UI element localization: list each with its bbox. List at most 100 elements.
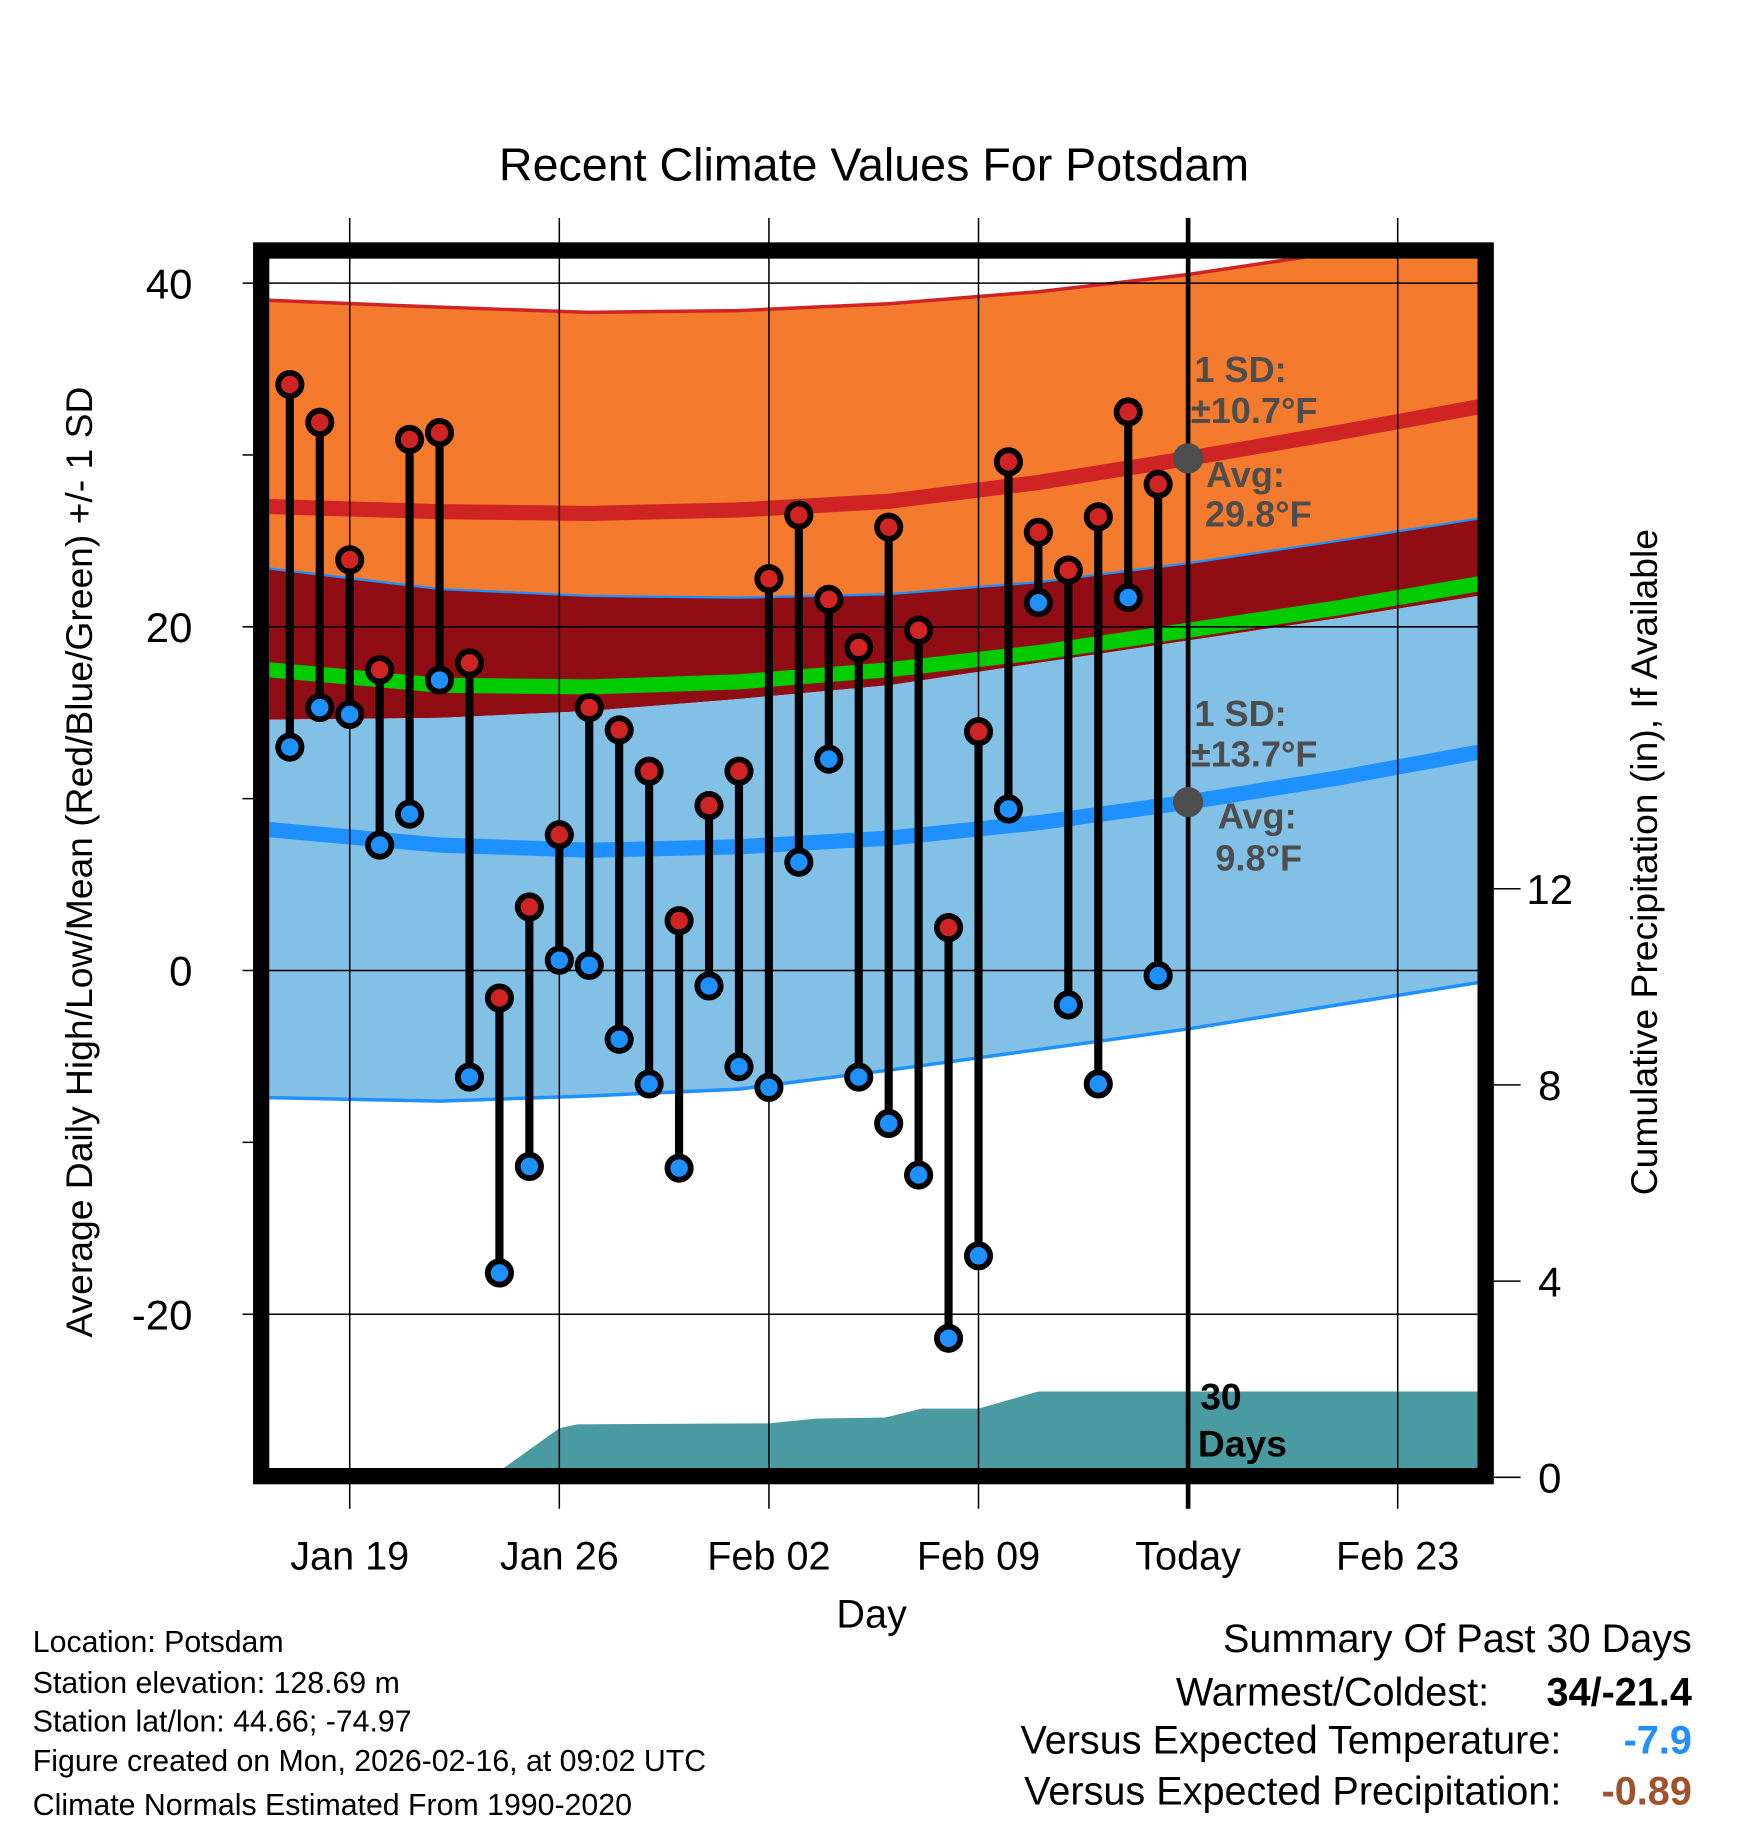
precip-days-label2: Days [1198,1422,1287,1464]
low-temp-point [1023,588,1053,618]
high-temp-point [1143,469,1173,499]
low-temp-point [844,1062,874,1092]
precip-departure-value: -0.89 [1602,1770,1692,1814]
high-temp-point [454,648,485,678]
temp-departure-value: -7.9 [1624,1718,1692,1762]
low-avg-value: 9.8°F [1215,837,1302,878]
high-temp-point [754,564,784,594]
high-temp-point [544,820,574,850]
low-avg-label: Avg: [1218,795,1297,836]
footer-normals: Climate Normals Estimated From 1990-2020 [33,1789,632,1822]
low-temp-point [694,971,724,1001]
low-temp-point [335,699,365,730]
low-temp-point [1053,990,1083,1020]
high-avg-today-marker [1172,443,1204,474]
warmest-coldest-value: 34/-21.4 [1547,1671,1692,1715]
low-temp-point [395,799,425,829]
high-temp-point [1113,397,1143,427]
low-temp-point [874,1108,904,1139]
y2-tick-label: 8 [1538,1062,1561,1109]
high-temp-point [694,790,724,821]
y2-tick-label: 12 [1526,866,1573,913]
high-temp-point [335,545,365,575]
low-sd-band [269,596,1478,1102]
annotations: 1 SD: ±10.7°F Avg: 29.8°F 1 SD: ±13.7°F … [1191,349,1318,1464]
high-temp-point [514,892,544,922]
y-tick-label: 0 [169,948,192,995]
plot-frame [253,242,1494,1485]
low-temp-point [1083,1069,1113,1099]
low-temp-point [454,1062,485,1092]
high-temp-point [1023,517,1053,547]
high-avg-label: Avg: [1206,454,1285,495]
footer-elevation: Station elevation: 128.69 m [33,1667,400,1700]
high-temp-point [934,912,964,943]
x-tick-label: Jan 19 [290,1534,409,1578]
footer-latlon: Station lat/lon: 44.66; -74.97 [33,1705,412,1738]
y-axis-label: Average Daily High/Low/Mean (Red/Blue/Gr… [58,387,100,1338]
precip-days-label: 30 [1200,1376,1241,1418]
low-temp-point [664,1153,694,1183]
high-temp-point [275,369,305,400]
low-temp-point [724,1052,754,1082]
low-temp-point [275,732,305,762]
low-temp-point [305,693,335,723]
low-temp-point [784,847,814,877]
high-temp-point [305,407,335,437]
low-temp-point [993,794,1024,824]
high-temp-point [1083,502,1113,532]
y2-axis-label: Cumulative Precipitation (in), If Availa… [1623,529,1665,1195]
summary-title: Summary Of Past 30 Days [1223,1617,1692,1661]
low-temp-point [484,1258,514,1288]
low-temp-point [514,1151,544,1181]
low-temp-point [814,744,844,774]
warmest-coldest-label: Warmest/Coldest: [1176,1671,1489,1715]
low-temp-point [634,1069,664,1099]
high-temp-point [484,983,514,1013]
y-tick-label: 40 [146,260,193,307]
low-temp-point [754,1072,784,1102]
high-temp-point [904,615,934,645]
low-temp-point [963,1241,994,1271]
low-sd-value: ±13.7°F [1191,734,1318,775]
x-tick-label: Feb 02 [707,1534,830,1578]
low-temp-point [365,830,395,860]
plot-inner [269,258,1478,1468]
high-temp-point [724,756,754,786]
low-temp-point [1143,961,1173,991]
high-temp-point [365,655,395,685]
high-temp-point [844,632,874,662]
low-temp-point [904,1160,934,1190]
low-temp-point [544,945,574,975]
temp-departure-label: Versus Expected Temperature: [1020,1718,1561,1762]
x-tick-label: Feb 09 [917,1534,1040,1578]
low-temp-point [604,1024,634,1054]
high-temp-point [784,500,814,530]
low-temp-point [934,1323,964,1353]
low-temp-point [424,665,455,695]
high-avg-value: 29.8°F [1205,494,1312,535]
low-sd-label: 1 SD: [1194,693,1286,734]
precip-departure-label: Versus Expected Precipitation: [1024,1770,1561,1814]
high-temp-point [604,715,634,745]
low-avg-today-marker [1172,786,1204,818]
x-tick-label: Feb 23 [1336,1534,1459,1578]
x-tick-label: Today [1135,1534,1241,1578]
footer-location: Location: Potsdam [33,1626,284,1659]
high-sd-label: 1 SD: [1194,349,1286,390]
high-temp-point [634,756,664,786]
high-temp-point [993,447,1024,477]
high-sd-value: ±10.7°F [1191,390,1318,431]
low-temp-point [574,950,604,980]
y-tick-label: -20 [132,1291,193,1338]
y-tick-label: 20 [146,604,193,651]
high-temp-point [814,584,844,614]
x-axis-label: Day [836,1593,907,1637]
high-temp-point [874,512,904,542]
high-temp-point [424,418,455,448]
high-temp-point [963,717,994,747]
high-temp-point [395,424,425,455]
x-tick-label: Jan 26 [500,1534,619,1578]
low-temp-point [1113,583,1143,613]
